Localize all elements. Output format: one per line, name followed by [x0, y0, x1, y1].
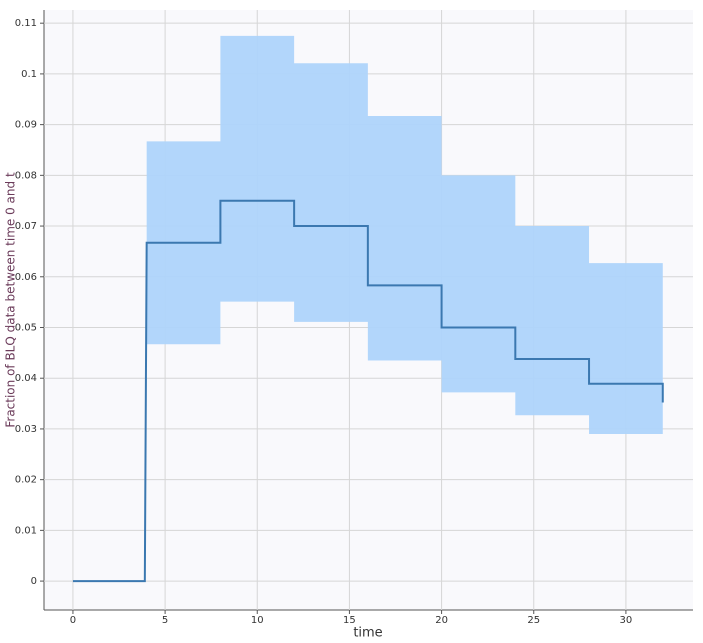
y-tick-label: 0.06 [15, 272, 37, 283]
y-tick-label: 0.09 [15, 120, 37, 131]
y-tick-label: 0.07 [15, 221, 37, 232]
line [72, 199, 664, 583]
y-tick-label: 0.1 [21, 69, 37, 80]
y-tick-label: 0.11 [15, 18, 37, 29]
confidence-band [146, 35, 663, 449]
y-tick-label: 0.03 [15, 424, 37, 435]
x-tick-label: 15 [343, 615, 356, 626]
x-tick-label: 10 [251, 615, 264, 626]
y-tick-label: 0.05 [15, 322, 37, 333]
x-tick-label: 25 [527, 615, 540, 626]
y-tick-label: 0.02 [15, 475, 37, 486]
y-tick-label: 0 [31, 576, 37, 587]
y-tick-label: 0.08 [15, 170, 37, 181]
x-axis-label: time [353, 626, 382, 641]
x-tick-label: 0 [70, 615, 76, 626]
x-tick-label: 30 [620, 615, 633, 626]
x-tick-label: 5 [162, 615, 168, 626]
x-tick-label: 20 [435, 615, 448, 626]
y-tick-label: 0.04 [15, 373, 37, 384]
y-tick-label: 0.01 [15, 525, 37, 536]
y-axis-label: Fraction of BLQ data between time 0 and … [4, 172, 18, 428]
